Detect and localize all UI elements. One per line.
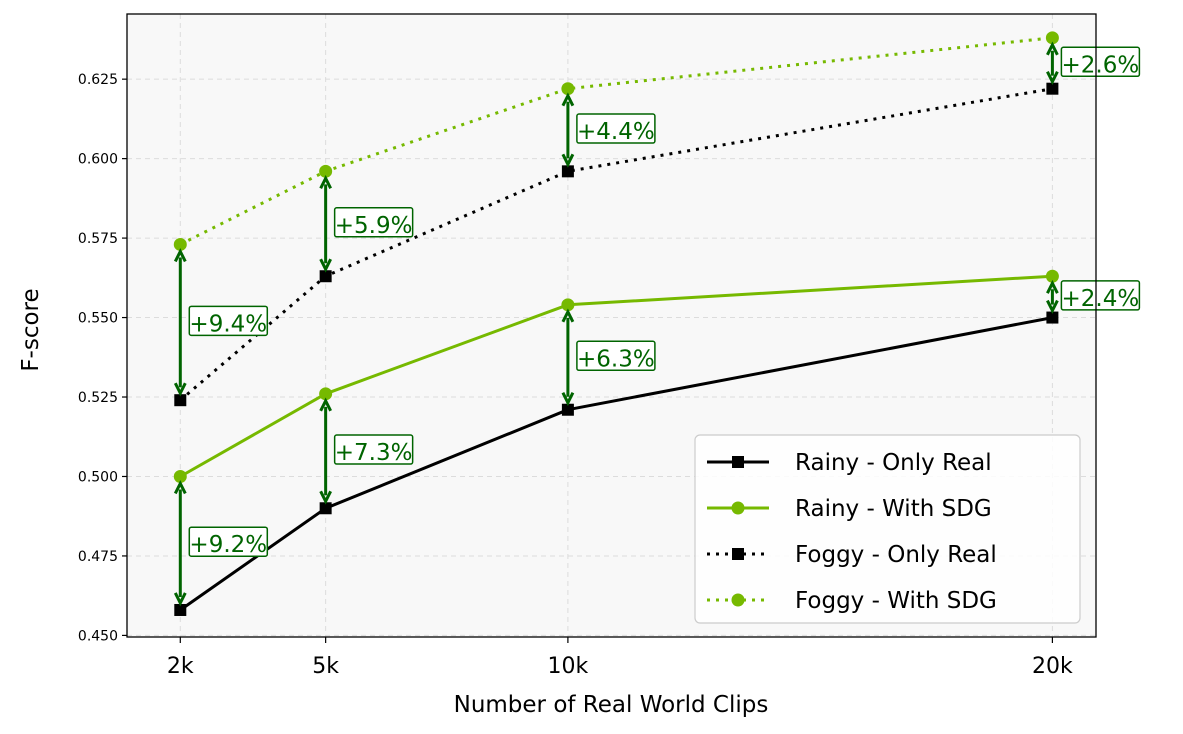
y-tick-label: 0.450 — [78, 628, 118, 644]
annotation-box — [333, 207, 414, 238]
improvement-annotation: +9.2% — [173, 480, 269, 607]
legend-entry: Rainy - Only Real — [707, 450, 992, 476]
annotation-label: +4.4% — [577, 119, 655, 145]
annotation-arrow-head-up — [173, 248, 187, 263]
annotation-box — [576, 340, 656, 372]
annotation-arrow-head-up — [319, 397, 332, 412]
y-tick-label: 0.500 — [78, 469, 118, 485]
annotation-arrow-head-up — [319, 174, 332, 190]
data-point — [173, 469, 187, 483]
y-tick-label: 0.600 — [78, 152, 118, 168]
data-point — [319, 164, 333, 178]
y-tick-label: 0.575 — [78, 231, 118, 247]
legend-label: Foggy - With SDG — [795, 588, 997, 614]
annotation-box — [188, 526, 269, 557]
annotation-box — [1060, 46, 1141, 78]
data-point — [1045, 269, 1059, 283]
data-point — [319, 270, 332, 283]
improvement-annotation: +9.4% — [173, 248, 269, 397]
series-line — [179, 316, 1053, 612]
data-point — [319, 387, 333, 401]
x-tick-label: 10k — [548, 654, 589, 679]
annotation-arrow-head-up — [561, 308, 575, 323]
annotation-arrow-head-up — [173, 480, 187, 495]
improvement-annotation: +2.6% — [1046, 41, 1141, 86]
x-tick-label: 5k — [312, 654, 339, 679]
data-point — [1045, 31, 1059, 45]
improvement-annotation: +2.4% — [1046, 279, 1141, 314]
annotation-box — [576, 113, 656, 144]
annotation-arrow-head-down — [561, 153, 575, 168]
legend-frame — [694, 434, 1081, 624]
annotation-label: +2.6% — [1062, 52, 1140, 78]
series-line — [179, 36, 1053, 246]
legend-entry: Rainy - With SDG — [707, 496, 992, 522]
y-tick-label: 0.625 — [78, 72, 118, 88]
annotation-arrow-head-up — [1046, 279, 1059, 294]
y-tick-label: 0.475 — [78, 549, 118, 565]
annotation-label: +7.3% — [335, 440, 413, 466]
annotation-arrow-head-down — [319, 490, 332, 505]
series-4 — [173, 31, 1059, 251]
annotation-arrow-head-up — [561, 92, 575, 107]
legend-marker — [732, 456, 744, 468]
y-tick-label: 0.525 — [78, 390, 118, 406]
data-point — [561, 165, 574, 178]
legend-label: Foggy - Only Real — [795, 542, 997, 568]
series-3 — [174, 82, 1059, 407]
legend-marker — [732, 548, 744, 560]
annotation-arrow-head-down — [319, 258, 332, 273]
legend-marker — [731, 501, 745, 515]
annotation-layer: +9.2% +7.3% +6.3% +2.4% +9.4% +5.9% +4.4% +2.6% — [173, 41, 1141, 607]
annotation-arrow-head-down — [561, 392, 575, 407]
data-point — [319, 502, 332, 515]
series-line — [179, 274, 1053, 478]
y-axis-label: F-score — [18, 288, 44, 371]
legend-marker — [731, 593, 745, 607]
x-tick-label: 20k — [1032, 654, 1073, 679]
series-1 — [174, 311, 1059, 616]
improvement-annotation: +6.3% — [561, 308, 656, 407]
legend-label: Rainy - With SDG — [795, 496, 992, 522]
data-point — [173, 237, 187, 251]
legend-entry: Foggy - Only Real — [707, 542, 997, 568]
plot-frame — [126, 13, 1097, 638]
series-2 — [173, 269, 1059, 483]
y-axis: 0.450 0.475 0.500 0.525 0.550 0.575 0.600 0.625 — [78, 72, 127, 644]
annotation-label: +2.4% — [1062, 286, 1140, 312]
annotation-label: +6.3% — [577, 346, 655, 372]
annotation-box — [1060, 280, 1141, 311]
series-layer — [173, 31, 1059, 616]
legend-label: Rainy - Only Real — [795, 450, 992, 476]
improvement-annotation: +4.4% — [561, 92, 656, 168]
improvement-annotation: +5.9% — [319, 174, 414, 273]
data-point — [561, 298, 575, 312]
annotation-label: +9.4% — [189, 311, 267, 337]
annotation-arrow-head-up — [1046, 41, 1059, 56]
y-tick-label: 0.550 — [78, 311, 118, 327]
legend-entry: Foggy - With SDG — [707, 588, 997, 614]
annotation-arrow-head-down — [1046, 71, 1059, 86]
x-axis-label: Number of Real World Clips — [454, 692, 769, 718]
annotation-arrow-head-down — [1046, 299, 1059, 314]
data-point — [174, 394, 187, 407]
data-point — [561, 82, 575, 96]
improvement-annotation: +7.3% — [319, 397, 414, 505]
x-axis: 2k 5k 10k 20k — [167, 637, 1073, 679]
legend: Rainy - Only Real Rainy - With SDG Foggy -… — [694, 434, 1081, 624]
annotation-label: +5.9% — [335, 213, 413, 239]
annotation-box — [188, 305, 269, 337]
annotation-arrow-head-down — [173, 592, 187, 607]
x-tick-label: 2k — [167, 654, 194, 679]
data-point — [1046, 311, 1059, 324]
annotation-arrow-head-down — [173, 382, 187, 397]
data-point — [174, 603, 187, 616]
annotation-box — [333, 434, 414, 465]
annotation-label: +9.2% — [189, 532, 267, 558]
data-point — [561, 403, 574, 416]
data-point — [1046, 82, 1059, 95]
